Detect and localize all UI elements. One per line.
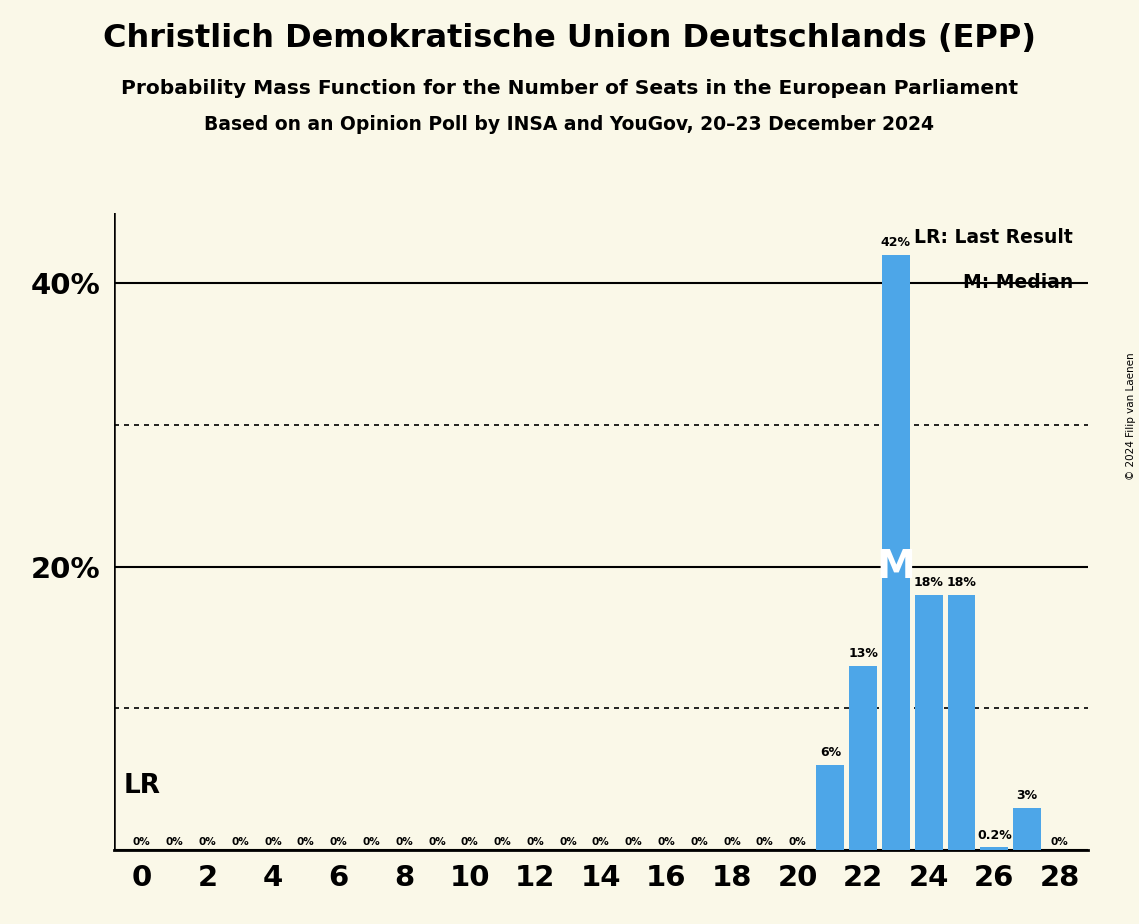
Text: 0%: 0% bbox=[133, 837, 150, 847]
Text: 0%: 0% bbox=[723, 837, 740, 847]
Text: 0%: 0% bbox=[690, 837, 708, 847]
Text: 0%: 0% bbox=[461, 837, 478, 847]
Text: 0%: 0% bbox=[264, 837, 281, 847]
Text: 0%: 0% bbox=[329, 837, 347, 847]
Text: M: M bbox=[877, 548, 916, 586]
Bar bbox=[948, 595, 975, 850]
Text: 0%: 0% bbox=[198, 837, 216, 847]
Text: 0.2%: 0.2% bbox=[977, 829, 1011, 842]
Bar bbox=[981, 847, 1008, 850]
Text: 0%: 0% bbox=[362, 837, 380, 847]
Text: 0%: 0% bbox=[592, 837, 609, 847]
Text: Probability Mass Function for the Number of Seats in the European Parliament: Probability Mass Function for the Number… bbox=[121, 79, 1018, 98]
Text: 0%: 0% bbox=[624, 837, 642, 847]
Text: 0%: 0% bbox=[165, 837, 183, 847]
Text: 0%: 0% bbox=[559, 837, 577, 847]
Text: 0%: 0% bbox=[756, 837, 773, 847]
Text: 0%: 0% bbox=[493, 837, 511, 847]
Text: M: Median: M: Median bbox=[962, 274, 1073, 292]
Text: LR: LR bbox=[124, 773, 161, 799]
Text: Christlich Demokratische Union Deutschlands (EPP): Christlich Demokratische Union Deutschla… bbox=[103, 23, 1036, 55]
Text: 18%: 18% bbox=[913, 577, 943, 590]
Text: 42%: 42% bbox=[880, 237, 911, 249]
Text: 0%: 0% bbox=[231, 837, 249, 847]
Bar bbox=[882, 255, 910, 850]
Bar bbox=[1014, 808, 1041, 850]
Text: 0%: 0% bbox=[428, 837, 445, 847]
Text: 0%: 0% bbox=[1051, 837, 1068, 847]
Text: © 2024 Filip van Laenen: © 2024 Filip van Laenen bbox=[1126, 352, 1136, 480]
Text: 13%: 13% bbox=[849, 647, 878, 661]
Bar bbox=[915, 595, 943, 850]
Text: 18%: 18% bbox=[947, 577, 976, 590]
Text: 6%: 6% bbox=[820, 747, 841, 760]
Bar bbox=[850, 666, 877, 850]
Text: 0%: 0% bbox=[297, 837, 314, 847]
Text: 3%: 3% bbox=[1016, 789, 1038, 802]
Text: 0%: 0% bbox=[526, 837, 544, 847]
Text: Based on an Opinion Poll by INSA and YouGov, 20–23 December 2024: Based on an Opinion Poll by INSA and You… bbox=[205, 116, 934, 135]
Text: 0%: 0% bbox=[788, 837, 806, 847]
Bar bbox=[817, 765, 844, 850]
Text: 0%: 0% bbox=[657, 837, 675, 847]
Text: 0%: 0% bbox=[395, 837, 413, 847]
Text: LR: Last Result: LR: Last Result bbox=[915, 228, 1073, 248]
